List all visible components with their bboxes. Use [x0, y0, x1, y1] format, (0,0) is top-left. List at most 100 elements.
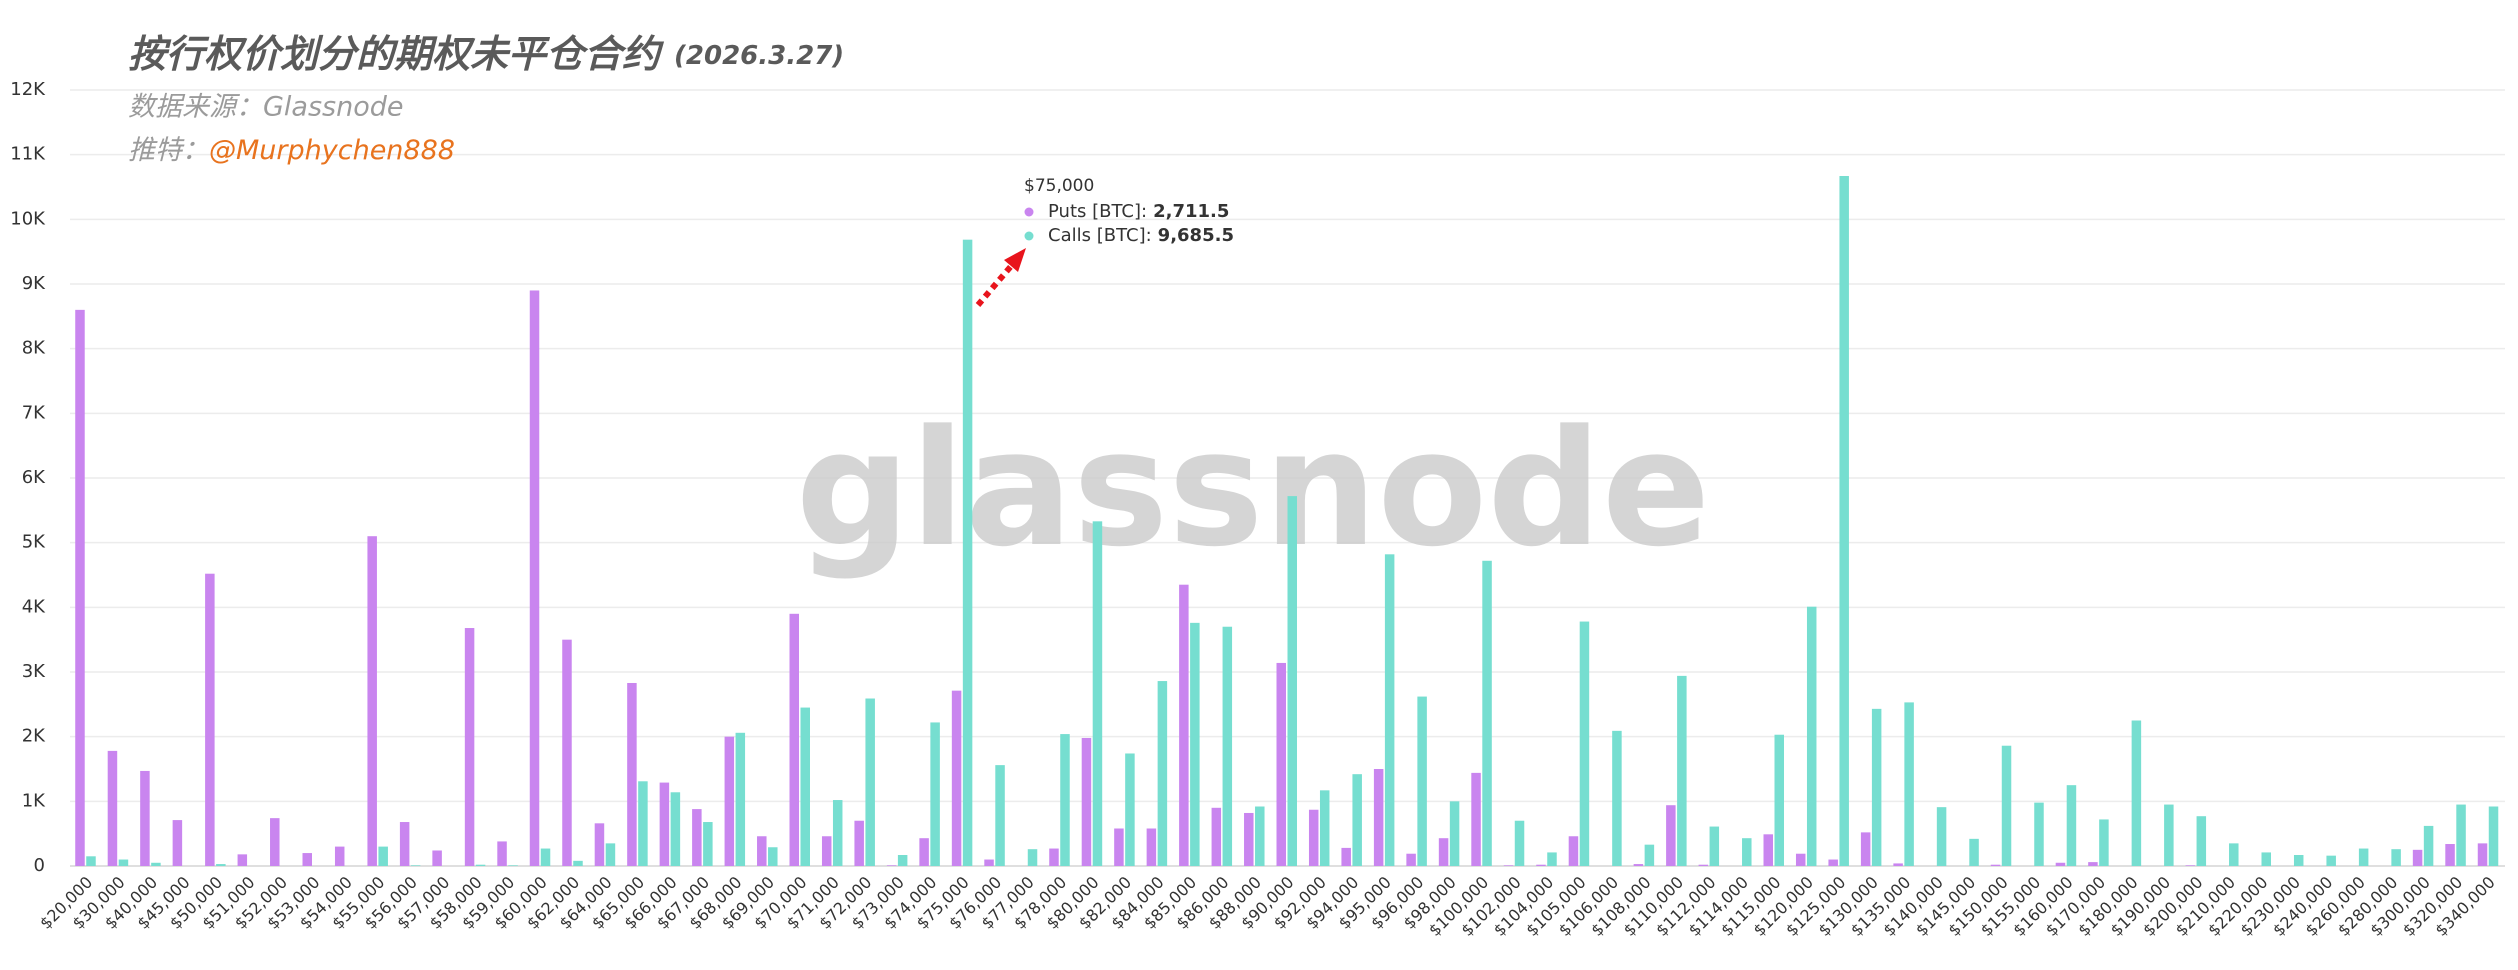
- bars: [75, 176, 2499, 867]
- bar: [2412, 849, 2423, 866]
- bar: [1871, 708, 1882, 866]
- bar: [410, 865, 421, 866]
- bar: [1633, 864, 1644, 866]
- bar: [984, 859, 994, 866]
- tooltip-value: 9,685.5: [1158, 225, 1234, 246]
- y-tick-label: 6K: [22, 467, 46, 488]
- bar: [2196, 816, 2207, 866]
- bar: [1503, 865, 1514, 866]
- y-tick-label: 3K: [22, 661, 46, 682]
- bar: [962, 239, 973, 866]
- bar: [270, 818, 280, 866]
- bar: [2445, 844, 2455, 866]
- bar: [2358, 848, 2369, 866]
- bar: [1406, 853, 1416, 866]
- bar: [1341, 847, 1351, 866]
- title-main: 按行权价划分的期权未平仓合约: [128, 32, 665, 76]
- bar: [1211, 807, 1222, 866]
- tooltip-dot: [1024, 207, 1034, 217]
- bar: [1081, 737, 1092, 866]
- bar: [75, 309, 85, 866]
- bar: [1157, 681, 1168, 866]
- bar: [1373, 769, 1384, 866]
- bar: [2456, 804, 2466, 866]
- bar: [854, 820, 864, 866]
- bar: [703, 822, 713, 866]
- bar: [1049, 848, 1059, 866]
- bar: [1179, 584, 1189, 866]
- bar: [627, 682, 637, 866]
- bar: [107, 750, 118, 866]
- arrow-head: [1004, 248, 1026, 272]
- bar: [302, 853, 312, 866]
- bar: [930, 722, 940, 866]
- bar: [865, 698, 875, 866]
- bar: [605, 843, 616, 866]
- y-tick-label: 8K: [22, 338, 46, 359]
- bar: [897, 855, 908, 866]
- bar: [2477, 843, 2488, 866]
- bar: [919, 838, 929, 866]
- bar: [2131, 720, 2142, 866]
- bar: [1060, 734, 1070, 866]
- bar: [1471, 772, 1481, 866]
- bar: [2488, 806, 2499, 866]
- bar: [2001, 745, 2012, 866]
- bar: [768, 847, 778, 866]
- bar: [1839, 176, 1849, 867]
- bar: [1547, 852, 1557, 866]
- bar: [540, 848, 551, 866]
- bar: [1482, 560, 1492, 866]
- bar: [1146, 828, 1157, 866]
- bar: [692, 809, 702, 866]
- bar: [659, 782, 670, 866]
- bar: [735, 732, 746, 866]
- bar: [1612, 730, 1622, 866]
- bar: [140, 770, 150, 866]
- bar: [1114, 828, 1124, 866]
- bar: [1677, 675, 1687, 866]
- bar: [1990, 864, 2001, 866]
- twitter-handle: @Murphychen888: [209, 135, 455, 166]
- bar: [2164, 804, 2174, 866]
- tooltip-dot: [1024, 231, 1034, 241]
- title-date: (2026.3.27): [674, 41, 844, 71]
- bar: [1514, 820, 1525, 866]
- bar: [1904, 702, 1914, 866]
- bar: [995, 765, 1005, 866]
- bar: [2229, 843, 2239, 866]
- watermark: glassnode: [796, 395, 1711, 582]
- bar: [1969, 838, 1979, 866]
- tooltip-value: 2,711.5: [1153, 201, 1229, 222]
- bar: [1319, 790, 1330, 866]
- y-tick-label: 1K: [22, 790, 46, 811]
- y-tick-label: 12K: [10, 79, 46, 100]
- bar: [2185, 865, 2196, 866]
- y-tick-label: 7K: [22, 402, 46, 423]
- bar: [1698, 864, 1709, 866]
- bar: [2099, 819, 2109, 866]
- y-tick-label: 11K: [10, 144, 46, 165]
- tooltip-label: Calls [BTC]:: [1048, 225, 1152, 246]
- bar: [1536, 864, 1546, 866]
- bar: [2423, 825, 2434, 866]
- bar: [1568, 836, 1579, 866]
- bar: [1287, 496, 1297, 866]
- bar: [2261, 852, 2271, 866]
- bar: [86, 856, 96, 866]
- bar: [800, 707, 810, 866]
- bar: [886, 865, 897, 866]
- bar: [1417, 696, 1427, 866]
- bar: [172, 820, 183, 866]
- bar: [1092, 521, 1103, 866]
- bar: [757, 836, 767, 866]
- bar: [1276, 662, 1286, 866]
- bar: [1579, 621, 1590, 866]
- bar: [151, 862, 161, 866]
- twitter-label: 推特：: [128, 135, 209, 166]
- bar: [573, 860, 583, 866]
- bar: [2391, 849, 2401, 866]
- bar: [670, 792, 681, 866]
